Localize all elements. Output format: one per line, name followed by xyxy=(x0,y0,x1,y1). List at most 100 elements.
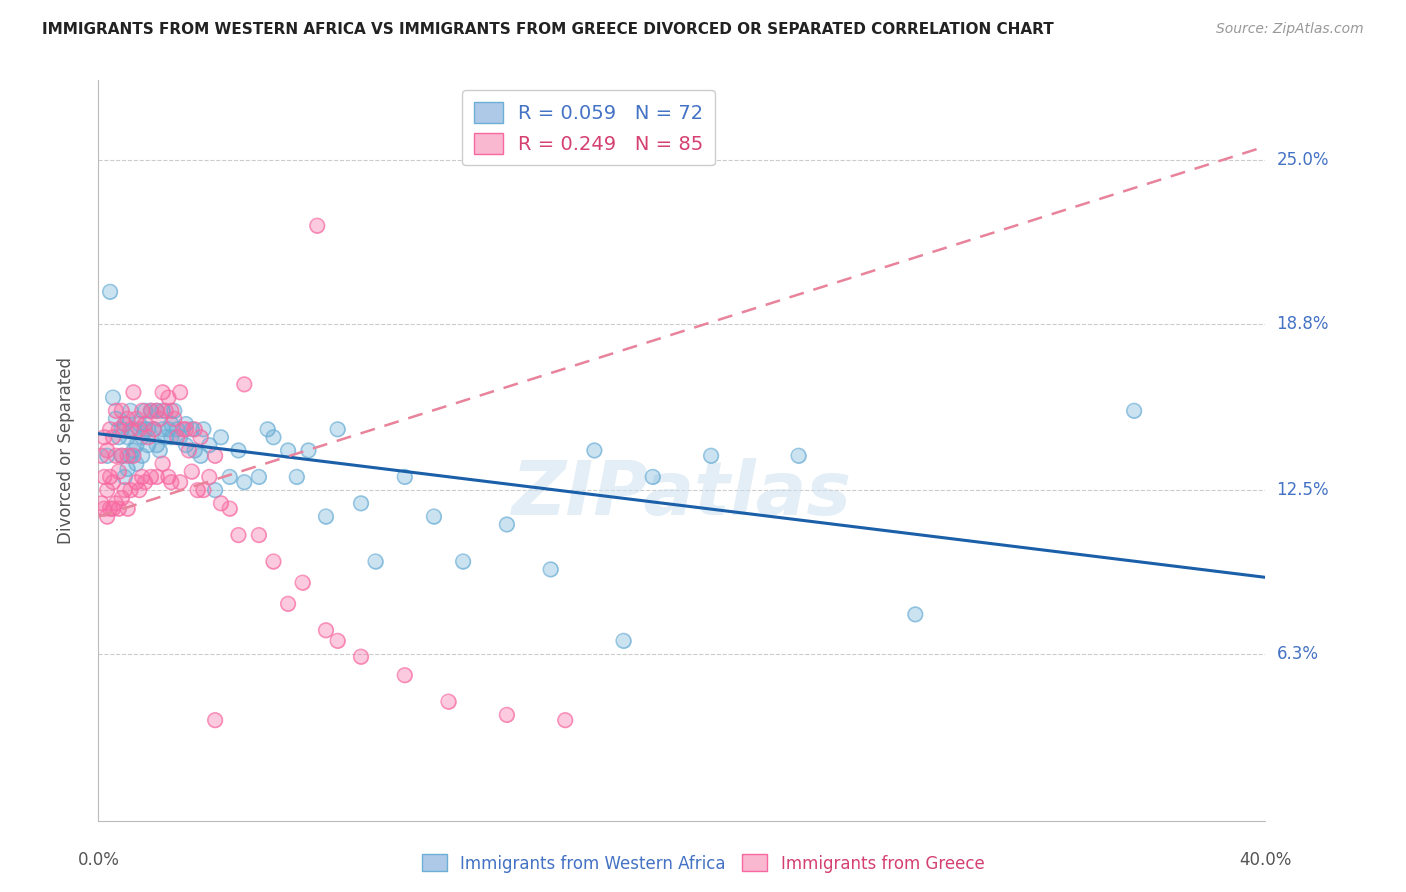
Point xyxy=(262,430,284,444)
Text: 25.0%: 25.0% xyxy=(1277,151,1329,169)
Point xyxy=(111,449,134,463)
Point xyxy=(209,430,232,444)
Point xyxy=(904,607,927,622)
Point xyxy=(117,430,139,444)
Point xyxy=(134,422,156,436)
Point xyxy=(146,404,169,418)
Point xyxy=(128,483,150,497)
Point xyxy=(172,422,194,436)
Point xyxy=(125,475,148,490)
Point xyxy=(111,404,134,418)
Point xyxy=(183,443,205,458)
Point xyxy=(111,491,134,505)
Point xyxy=(423,509,446,524)
Point xyxy=(122,422,145,436)
Point xyxy=(114,417,136,431)
Point xyxy=(108,465,131,479)
Text: Source: ZipAtlas.com: Source: ZipAtlas.com xyxy=(1216,22,1364,37)
Point xyxy=(190,449,212,463)
Point xyxy=(104,496,127,510)
Point xyxy=(136,430,159,444)
Point xyxy=(134,475,156,490)
Point xyxy=(96,449,118,463)
Point xyxy=(131,404,153,418)
Point xyxy=(451,555,474,569)
Point xyxy=(96,509,118,524)
Point xyxy=(198,438,221,452)
Point xyxy=(169,475,191,490)
Point xyxy=(166,422,188,436)
Point xyxy=(228,528,250,542)
Point xyxy=(122,449,145,463)
Point xyxy=(315,509,337,524)
Text: ZIPatlas: ZIPatlas xyxy=(512,458,852,532)
Point xyxy=(149,411,172,425)
Point xyxy=(117,411,139,425)
Point xyxy=(187,483,209,497)
Point xyxy=(1123,404,1146,418)
Point xyxy=(209,496,232,510)
Point xyxy=(394,470,416,484)
Point xyxy=(125,411,148,425)
Point xyxy=(146,404,169,418)
Point xyxy=(125,411,148,425)
Point xyxy=(315,624,337,638)
Point xyxy=(174,417,197,431)
Point xyxy=(641,470,664,484)
Point xyxy=(160,430,183,444)
Point xyxy=(423,509,446,524)
Point xyxy=(183,422,205,436)
Point xyxy=(228,443,250,458)
Point xyxy=(174,422,197,436)
Point xyxy=(101,501,124,516)
Point xyxy=(125,475,148,490)
Point xyxy=(198,470,221,484)
Point xyxy=(108,430,131,444)
Point xyxy=(169,430,191,444)
Point xyxy=(285,470,308,484)
Point xyxy=(157,470,180,484)
Point xyxy=(120,404,142,418)
Point xyxy=(163,404,186,418)
Point xyxy=(326,422,349,436)
Point xyxy=(134,417,156,431)
Point xyxy=(262,555,284,569)
Point xyxy=(117,449,139,463)
Point xyxy=(125,438,148,452)
Point xyxy=(247,470,270,484)
Point xyxy=(160,404,183,418)
Point xyxy=(198,438,221,452)
Point xyxy=(93,430,115,444)
Point xyxy=(104,404,127,418)
Point xyxy=(787,449,810,463)
Point xyxy=(125,438,148,452)
Point xyxy=(183,443,205,458)
Text: 0.0%: 0.0% xyxy=(77,851,120,869)
Point xyxy=(350,649,373,664)
Point xyxy=(117,462,139,476)
Point xyxy=(117,411,139,425)
Point xyxy=(198,470,221,484)
Point xyxy=(117,501,139,516)
Point xyxy=(437,695,460,709)
Point xyxy=(114,417,136,431)
Point xyxy=(125,457,148,471)
Point xyxy=(117,430,139,444)
Point xyxy=(139,404,162,418)
Point xyxy=(160,404,183,418)
Point xyxy=(136,438,159,452)
Point xyxy=(155,404,177,418)
Text: 40.0%: 40.0% xyxy=(1239,851,1292,869)
Point xyxy=(146,438,169,452)
Point xyxy=(131,470,153,484)
Point xyxy=(180,465,202,479)
Point xyxy=(142,422,165,436)
Point xyxy=(350,496,373,510)
Point xyxy=(114,483,136,497)
Point xyxy=(90,449,112,463)
Legend: R = 0.059   N = 72, R = 0.249   N = 85: R = 0.059 N = 72, R = 0.249 N = 85 xyxy=(463,90,716,165)
Point xyxy=(437,695,460,709)
Point xyxy=(101,475,124,490)
Point xyxy=(364,555,387,569)
Point xyxy=(612,633,634,648)
